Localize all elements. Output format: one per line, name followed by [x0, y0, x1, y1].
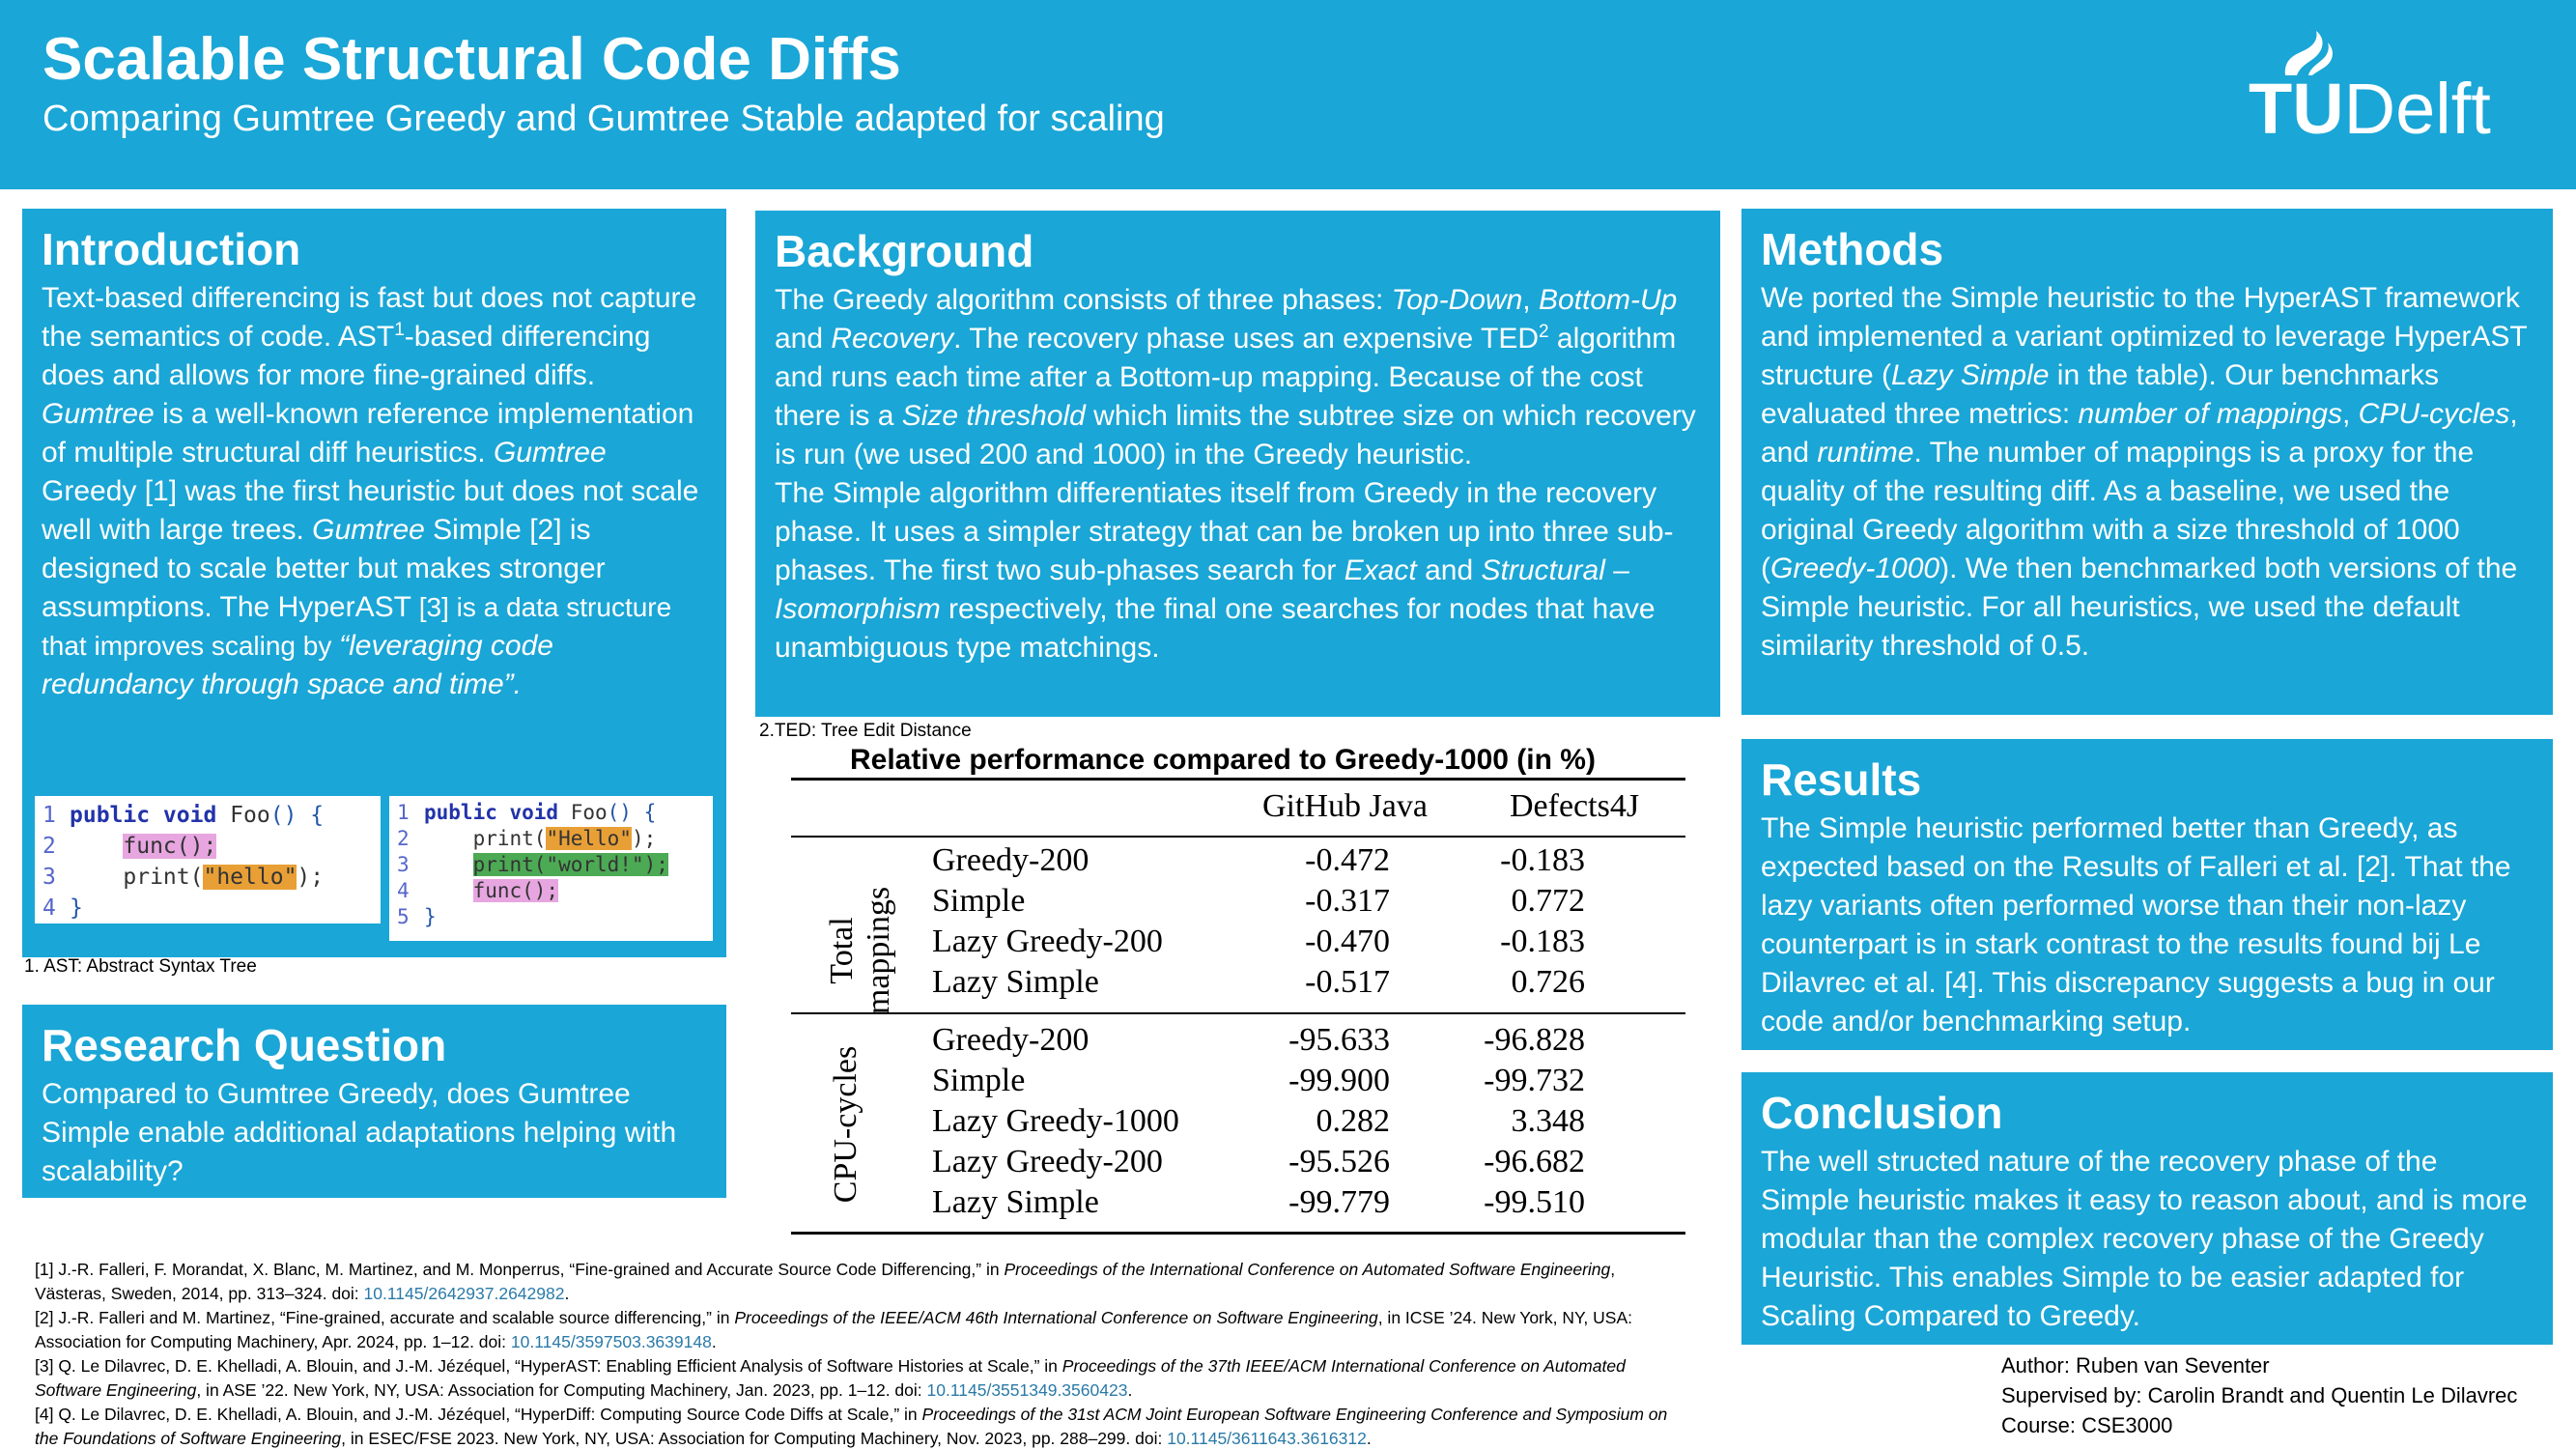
- tu-delft-logo: TUDelft: [2249, 29, 2519, 149]
- conclusion-text: The well structed nature of the recovery…: [1761, 1145, 2528, 1332]
- cell-github-java: 0.282: [1316, 1103, 1391, 1139]
- row-label: Greedy-200: [932, 1022, 1090, 1058]
- group-label-total-mappings: Total mappings: [824, 886, 896, 1015]
- table-top-rule: [791, 778, 1685, 781]
- background-text-1: The Greedy algorithm consists of three p…: [775, 283, 1696, 470]
- results-heading: Results: [1761, 754, 1922, 805]
- results-text: The Simple heuristic performed better th…: [1761, 811, 2511, 1037]
- row-label: Lazy Greedy-200: [932, 923, 1163, 959]
- cell-github-java: -0.472: [1305, 842, 1390, 878]
- research-question-text: Compared to Gumtree Greedy, does Gumtree…: [42, 1077, 677, 1187]
- cell-defects4j: 0.726: [1511, 964, 1586, 1000]
- code-example-before: 1 public void Foo() { 2 func(); 3 print("…: [35, 796, 381, 923]
- conclusion-panel: Conclusion The well structed nature of t…: [1741, 1072, 2553, 1345]
- author-name: Author: Ruben van Seventer: [2001, 1353, 2270, 1378]
- cell-defects4j: -0.183: [1500, 842, 1585, 878]
- reference-1: [1] J.-R. Falleri, F. Morandat, X. Blanc…: [35, 1260, 1616, 1303]
- row-label: Lazy Greedy-1000: [932, 1103, 1179, 1139]
- table-title: Relative performance compared to Greedy-…: [850, 744, 1596, 776]
- poster-subtitle: Comparing Gumtree Greedy and Gumtree Sta…: [42, 99, 1165, 139]
- column-header-github-java: GitHub Java: [1262, 788, 1428, 824]
- table-mid-rule: [791, 1012, 1685, 1014]
- course-code: Course: CSE3000: [2001, 1413, 2173, 1437]
- methods-panel: Methods We ported the Simple heuristic t…: [1741, 209, 2553, 715]
- reference-1-doi-link[interactable]: 10.1145/2642937.2642982: [363, 1284, 565, 1303]
- cell-defects4j: -99.510: [1484, 1184, 1585, 1220]
- logo-text: TUDelft: [2249, 69, 2491, 149]
- conclusion-heading: Conclusion: [1761, 1088, 2003, 1138]
- background-text-2: The Simple algorithm differentiates itse…: [775, 476, 1674, 664]
- introduction-heading: Introduction: [42, 224, 301, 274]
- ted-footnote: 2.TED: Tree Edit Distance: [759, 721, 972, 741]
- introduction-text: Text-based differencing is fast but does…: [42, 281, 699, 700]
- cell-defects4j: -0.183: [1500, 923, 1585, 959]
- reference-3: [3] Q. Le Dilavrec, D. E. Khelladi, A. B…: [35, 1356, 1626, 1400]
- cell-github-java: -0.317: [1305, 883, 1390, 919]
- table-bottom-rule: [791, 1232, 1685, 1235]
- methods-heading: Methods: [1761, 224, 1944, 274]
- introduction-panel: Introduction Text-based differencing is …: [22, 209, 726, 957]
- cell-github-java: -0.470: [1305, 923, 1390, 959]
- row-label: Simple: [932, 883, 1026, 919]
- references-list: [1] J.-R. Falleri, F. Morandat, X. Blanc…: [35, 1258, 1677, 1449]
- reference-4: [4] Q. Le Dilavrec, D. E. Khelladi, A. B…: [35, 1405, 1668, 1448]
- row-label: Greedy-200: [932, 842, 1090, 878]
- table-header-rule: [791, 836, 1685, 838]
- group-label-cpu-cycles: CPU-cycles: [828, 1045, 863, 1204]
- column-header-defects4j: Defects4J: [1510, 788, 1640, 824]
- performance-table: GitHub Java Defects4J Total mappings Gree…: [791, 775, 1685, 1235]
- cell-defects4j: -96.828: [1484, 1022, 1585, 1058]
- cell-github-java: -99.900: [1288, 1063, 1390, 1098]
- cell-github-java: -95.633: [1288, 1022, 1390, 1058]
- author-info: Author: Ruben van Seventer Supervised by…: [2001, 1350, 2517, 1440]
- reference-2-doi-link[interactable]: 10.1145/3597503.3639148: [510, 1332, 712, 1351]
- cell-defects4j: 3.348: [1511, 1103, 1586, 1139]
- background-heading: Background: [775, 226, 1034, 276]
- research-question-heading: Research Question: [42, 1020, 447, 1070]
- cell-github-java: -0.517: [1305, 964, 1390, 1000]
- reference-2: [2] J.-R. Falleri and M. Martinez, “Fine…: [35, 1308, 1632, 1351]
- cell-defects4j: 0.772: [1511, 883, 1586, 919]
- research-question-panel: Research Question Compared to Gumtree Gr…: [22, 1005, 726, 1198]
- poster-header: Scalable Structural Code Diffs Comparing…: [0, 0, 2576, 189]
- row-label: Lazy Simple: [932, 1184, 1099, 1220]
- results-panel: Results The Simple heuristic performed b…: [1741, 739, 2553, 1050]
- row-label: Lazy Simple: [932, 964, 1099, 1000]
- cell-defects4j: -96.682: [1484, 1144, 1585, 1179]
- cell-github-java: -99.779: [1288, 1184, 1390, 1220]
- methods-text: We ported the Simple heuristic to the Hy…: [1761, 281, 2528, 662]
- code-example-after: 1 public void Foo() { 2 print("Hello"); 3…: [389, 796, 713, 941]
- reference-3-doi-link[interactable]: 10.1145/3551349.3560423: [926, 1380, 1128, 1400]
- supervisors: Supervised by: Carolin Brandt and Quenti…: [2001, 1383, 2518, 1407]
- background-panel: Background The Greedy algorithm consists…: [755, 211, 1720, 717]
- poster-title: Scalable Structural Code Diffs: [42, 26, 901, 93]
- cell-github-java: -95.526: [1288, 1144, 1390, 1179]
- reference-4-doi-link[interactable]: 10.1145/3611643.3616312: [1167, 1429, 1367, 1448]
- ast-footnote: 1. AST: Abstract Syntax Tree: [24, 956, 257, 977]
- cell-defects4j: -99.732: [1484, 1063, 1585, 1098]
- row-label: Simple: [932, 1063, 1026, 1098]
- flame-icon: [2284, 31, 2333, 75]
- row-label: Lazy Greedy-200: [932, 1144, 1163, 1179]
